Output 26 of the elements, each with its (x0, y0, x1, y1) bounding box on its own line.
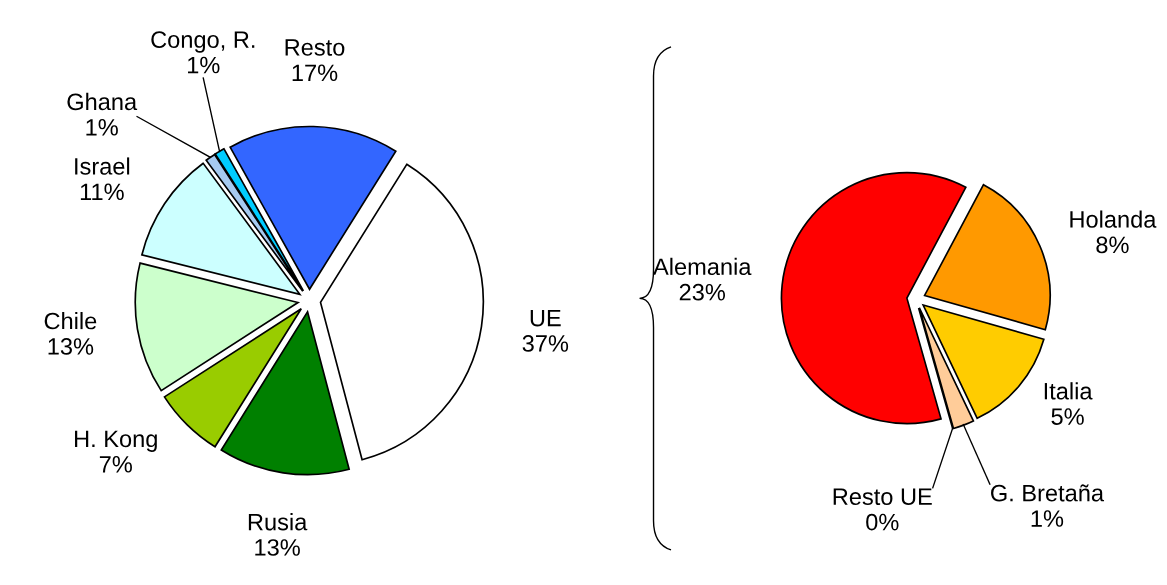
data-label: 7% (99, 456, 132, 473)
data-label: 13% (48, 338, 94, 355)
slice-label: Israel (75, 157, 130, 175)
slice-label: Resto (285, 39, 345, 56)
data-label: 1% (188, 56, 220, 74)
data-label: 23% (679, 283, 726, 301)
slice-label: Rusia (248, 513, 308, 531)
slice-label: Chile (44, 312, 97, 330)
slice-label: UE (530, 309, 561, 327)
slice-label: Congo, R. (151, 31, 255, 53)
data-label: 13% (255, 539, 300, 556)
slice-label: G. Bretaña (991, 484, 1105, 502)
category-label: Resto UE (833, 488, 932, 506)
data-label: 1% (86, 119, 118, 136)
text: 0% (866, 513, 899, 531)
slice-label: Ghana (67, 92, 138, 111)
data-label: 8% (1096, 236, 1129, 254)
data-label: 5% (1051, 408, 1084, 425)
data-label: 17% (292, 64, 338, 82)
data-label: 1% (1031, 510, 1064, 527)
slice-label: Holanda (1070, 210, 1157, 228)
data-label: 11% (80, 183, 124, 201)
data-label: 37% (522, 335, 569, 352)
slice-label: Alemania (653, 257, 752, 276)
slice-label: Italia (1044, 382, 1093, 400)
slice-label: H. Kong (75, 430, 157, 452)
